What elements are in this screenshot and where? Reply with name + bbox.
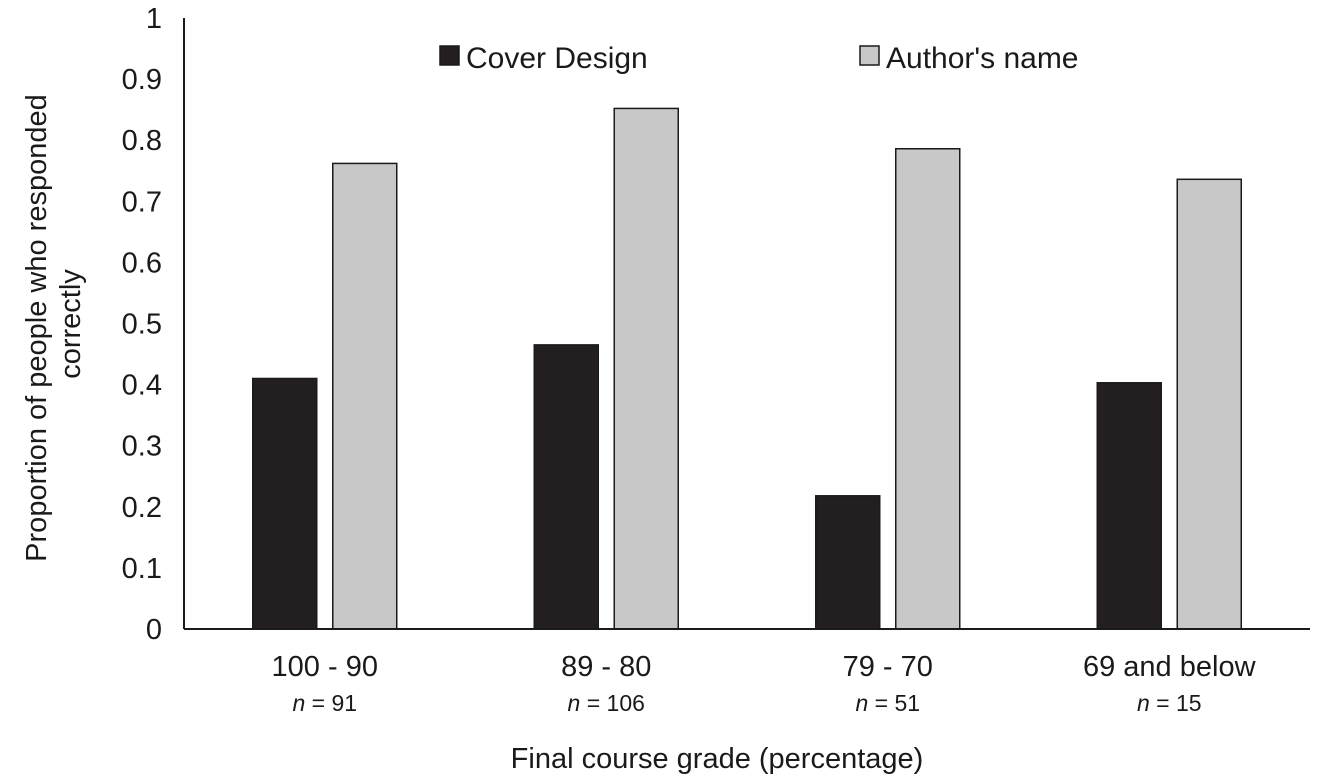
legend-label-cover-design: Cover Design (466, 42, 648, 75)
x-category-label: 100 - 90 (272, 651, 378, 683)
y-tick-label: 0.7 (122, 186, 162, 218)
y-axis-title-line-2: correctly (55, 269, 87, 379)
x-category-label: 79 - 70 (843, 651, 933, 683)
x-category-label: 69 and below (1083, 651, 1257, 683)
bar-authors-name (1176, 178, 1242, 630)
x-axis-title: Final course grade (percentage) (511, 743, 924, 775)
y-tick-label: 1 (146, 3, 162, 35)
y-tick-label: 0 (146, 614, 162, 646)
y-axis-title: Proportion of people who responded corre… (21, 86, 87, 562)
bar-cover-design (1096, 382, 1162, 630)
sample-size-label: n = 106 (568, 690, 645, 716)
sample-size-label: n = 51 (855, 690, 920, 716)
legend-swatch-cover-design (439, 45, 460, 66)
y-tick-label: 0.2 (122, 492, 162, 524)
legend-label-authors-name: Author's name (886, 42, 1079, 75)
y-axis-title-line-1: Proportion of people who responded (21, 94, 53, 562)
y-tick-labels: 0 0.1 0.2 0.3 0.4 0.5 0.6 0.7 0.8 0.9 1 (122, 3, 162, 646)
y-tick-label: 0.5 (122, 309, 162, 341)
y-tick-label: 0.1 (122, 553, 162, 585)
x-category-label: 89 - 80 (561, 651, 651, 683)
y-tick-label: 0.8 (122, 125, 162, 157)
bar-cover-design (252, 377, 318, 630)
bar-authors-name (613, 107, 679, 630)
bar-authors-name (895, 148, 961, 630)
bar-cover-design (815, 495, 881, 630)
bar-authors-name (332, 162, 398, 630)
sample-size-label: n = 91 (292, 690, 357, 716)
bars-group (252, 107, 1242, 630)
bar-cover-design (533, 344, 599, 630)
y-tick-label: 0.9 (122, 64, 162, 96)
axes-group (183, 18, 1310, 630)
y-tick-label: 0.3 (122, 431, 162, 463)
x-category-labels: 100 - 90 n = 91 89 - 80 n = 106 79 - 70 n = 5… (272, 651, 1257, 716)
y-tick-label: 0.4 (122, 370, 162, 402)
y-tick-label: 0.6 (122, 247, 162, 279)
sample-size-label: n = 15 (1137, 690, 1202, 716)
legend: Cover Design Author's name (439, 42, 1079, 75)
legend-swatch-authors-name (859, 45, 880, 66)
